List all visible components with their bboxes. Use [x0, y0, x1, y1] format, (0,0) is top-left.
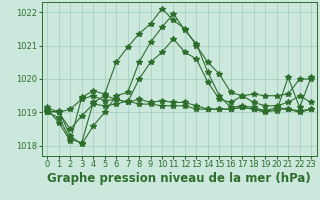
X-axis label: Graphe pression niveau de la mer (hPa): Graphe pression niveau de la mer (hPa): [47, 172, 311, 185]
